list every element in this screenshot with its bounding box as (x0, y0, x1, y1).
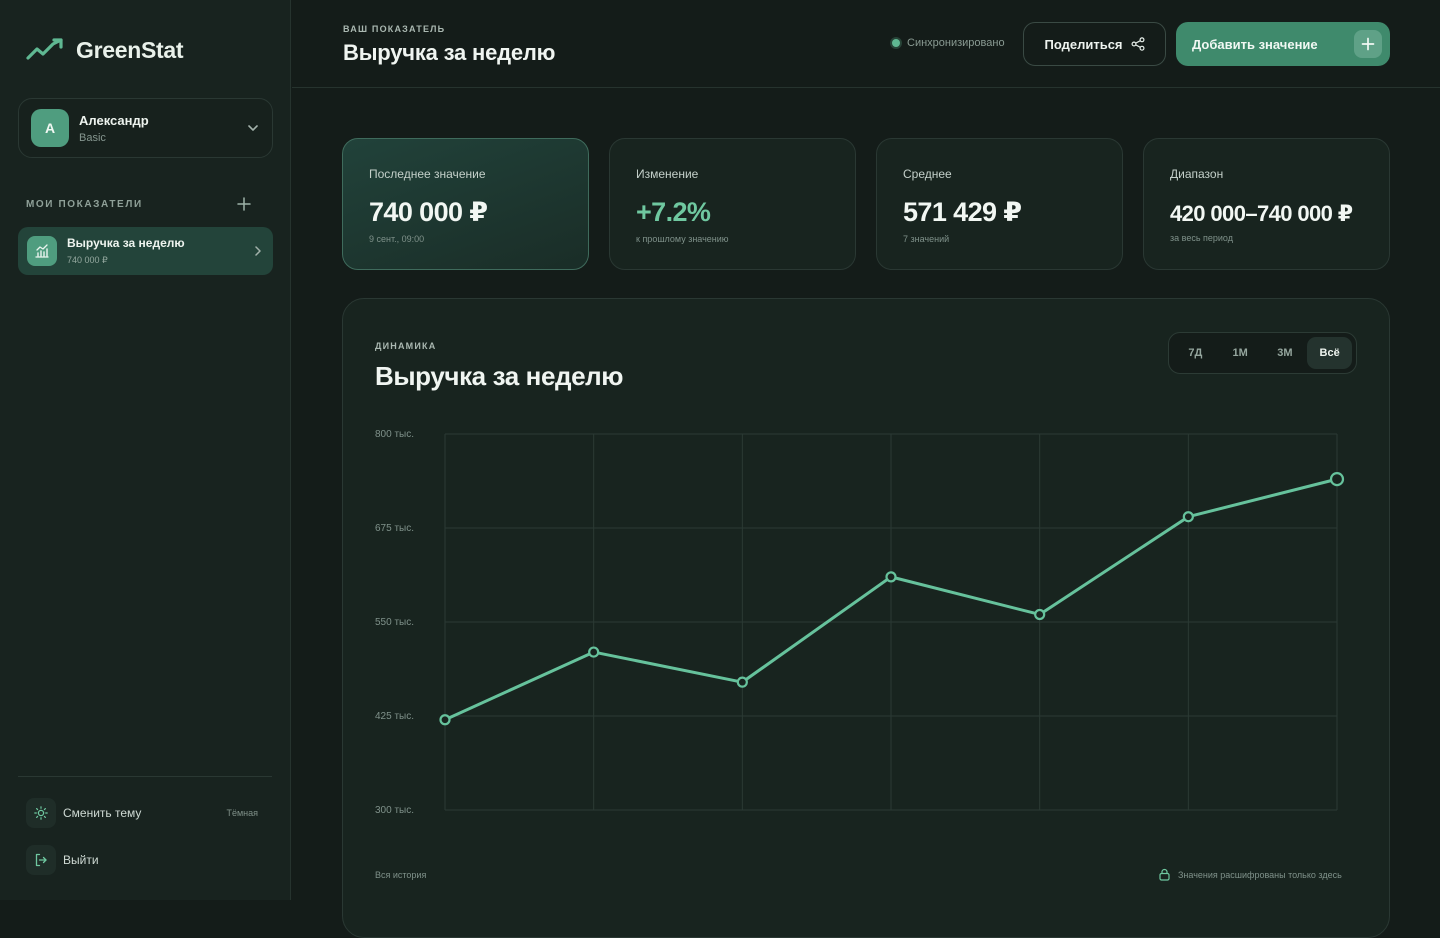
range-selector: 7Д 1М 3М Всё (1168, 332, 1357, 374)
range-all-button[interactable]: Всё (1307, 337, 1352, 369)
stat-sub: 9 сент., 09:00 (369, 234, 425, 244)
chart-panel: ДИНАМИКА Выручка за неделю 7Д 1М 3М Всё … (342, 298, 1390, 938)
stat-value: 420 000–740 000 ₽ (1170, 201, 1353, 226)
stat-label: Последнее значение (369, 167, 486, 181)
add-metric-plus-icon[interactable] (236, 196, 252, 212)
stat-sub: к прошлому значению (636, 234, 729, 244)
stat-label: Диапазон (1170, 167, 1224, 181)
y-tick-label: 675 тыс. (375, 523, 414, 534)
y-tick-label: 300 тыс. (375, 805, 414, 816)
encryption-note: Значения расшифрованы только здесь (1158, 868, 1342, 881)
data-point (736, 676, 748, 688)
sync-status: Синхронизировано (892, 37, 1005, 49)
data-point (439, 714, 451, 726)
metric-item-title: Выручка за неделю (67, 236, 185, 250)
chart-icon (27, 236, 57, 266)
sidebar-divider (18, 776, 272, 777)
stat-value: +7.2% (636, 197, 711, 227)
logout-icon (26, 845, 56, 875)
data-point (1034, 608, 1046, 621)
page-title: Выручка за неделю (343, 40, 556, 65)
data-point (1182, 511, 1194, 523)
user-info: Александр Basic (79, 113, 246, 144)
chevron-right-icon (255, 246, 261, 256)
add-value-button[interactable]: Добавить значение (1176, 22, 1390, 66)
user-name: Александр (79, 112, 149, 128)
stat-card-range: Диапазон 420 000–740 000 ₽ за весь перио… (1143, 138, 1390, 270)
stat-card-change: Изменение +7.2% к прошлому значению (609, 138, 856, 270)
brand[interactable]: GreenStat (26, 34, 184, 66)
sidebar-item-weekly-revenue[interactable]: Выручка за неделю 740 000 ₽ (18, 227, 273, 275)
sun-icon (26, 798, 56, 828)
stat-sub: за весь период (1170, 233, 1233, 243)
add-value-label: Добавить значение (1192, 36, 1318, 52)
sync-dot-icon (892, 39, 900, 47)
share-icon (1131, 37, 1145, 51)
logout-button[interactable]: Выйти (26, 845, 266, 875)
section-title: МОИ ПОКАЗАТЕЛИ (26, 198, 143, 210)
plus-icon (1354, 30, 1382, 58)
stat-label: Среднее (903, 167, 952, 181)
trend-up-icon (26, 38, 63, 60)
metrics-section-header: МОИ ПОКАЗАТЕЛИ (26, 196, 252, 212)
data-point (588, 646, 600, 658)
theme-badge: Тёмная (226, 808, 258, 818)
theme-toggle-label: Сменить тему (63, 806, 142, 820)
range-3m-button[interactable]: 3М (1277, 347, 1293, 359)
user-plan: Basic (79, 131, 106, 144)
stat-card-last-value: Последнее значение 740 000 ₽ 9 сент., 09… (342, 138, 589, 270)
logout-label: Выйти (63, 853, 99, 867)
y-tick-label: 425 тыс. (375, 711, 414, 722)
y-tick-label: 800 тыс. (375, 429, 414, 440)
theme-toggle-button[interactable]: Сменить тему Тёмная (26, 798, 266, 828)
data-point (885, 571, 897, 583)
chart-title: Выручка за неделю (375, 361, 624, 391)
page-eyebrow: ВАШ ПОКАЗАТЕЛЬ (343, 24, 446, 34)
share-button[interactable]: Поделиться (1023, 22, 1166, 66)
chevron-down-icon (248, 125, 258, 131)
stat-card-average: Среднее 571 429 ₽ 7 значений (876, 138, 1123, 270)
user-switcher[interactable]: A Александр Basic (18, 98, 273, 158)
stat-label: Изменение (636, 167, 699, 181)
sidebar: GreenStat A Александр Basic МОИ ПОКАЗАТЕ… (0, 0, 291, 900)
range-7d-button[interactable]: 7Д (1188, 347, 1203, 359)
chart-eyebrow: ДИНАМИКА (375, 341, 437, 351)
avatar: A (31, 109, 69, 147)
brand-name: GreenStat (76, 36, 184, 63)
data-point (1329, 472, 1345, 487)
encryption-note-label: Значения расшифрованы только здесь (1178, 869, 1342, 880)
lock-icon (1159, 868, 1170, 881)
y-tick-label: 550 тыс. (375, 617, 414, 628)
metric-item-text: Выручка за неделю 740 000 ₽ (67, 236, 252, 266)
chart-footer-left: Вся история (375, 870, 427, 880)
share-button-label: Поделиться (1044, 36, 1123, 52)
stat-value: 740 000 ₽ (369, 197, 488, 227)
metric-item-value: 740 000 ₽ (67, 255, 108, 265)
sync-status-label: Синхронизировано (907, 37, 1005, 49)
stat-sub: 7 значений (903, 234, 950, 244)
line-chart: 300 тыс. 425 тыс. 550 тыс. 675 тыс. 800 тыс. (375, 429, 1345, 816)
range-1m-button[interactable]: 1М (1232, 347, 1248, 359)
page-header: ВАШ ПОКАЗАТЕЛЬ Выручка за неделю Синхрон… (292, 0, 1440, 88)
stat-value: 571 429 ₽ (903, 197, 1022, 227)
